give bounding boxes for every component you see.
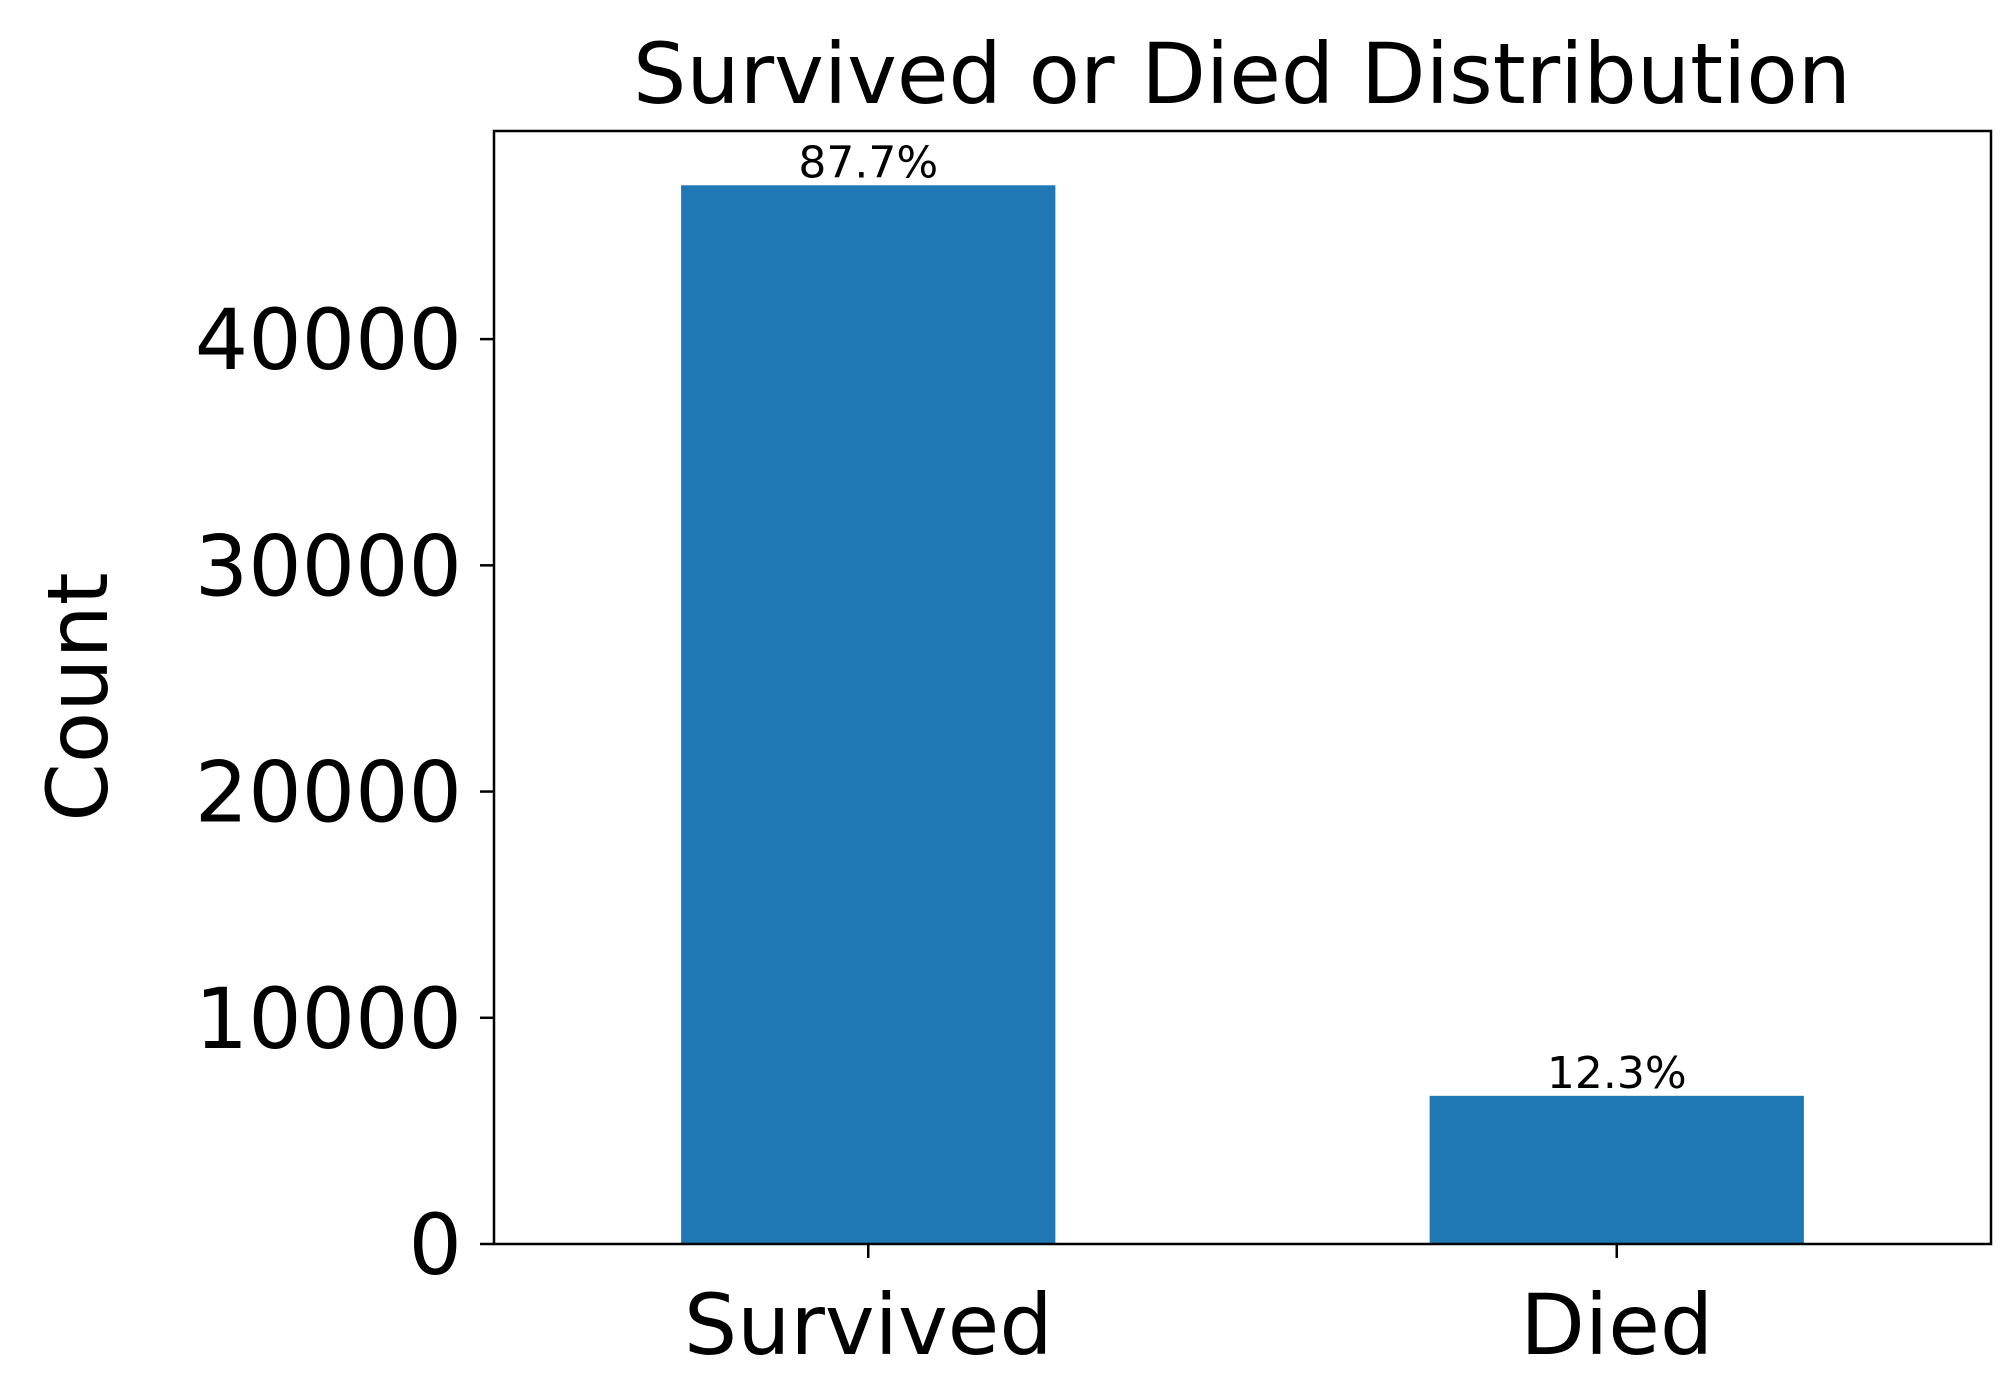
y-axis-label: Count xyxy=(29,572,127,821)
chart-title: Survived or Died Distribution xyxy=(633,25,1851,123)
bars-group: 87.7% 12.3% xyxy=(681,137,1804,1244)
bar-value-label-survived: 87.7% xyxy=(798,137,938,188)
axis-ticks-group: Survived Died 0 10000 20000 30000 40000 xyxy=(195,291,1713,1374)
plot-frame xyxy=(492,129,1993,1246)
bar-died xyxy=(1429,1095,1804,1244)
x-tick-label-died: Died xyxy=(1520,1276,1713,1374)
bar-value-label-died: 12.3% xyxy=(1547,1048,1687,1099)
y-tick-label: 20000 xyxy=(195,744,462,842)
y-tick-label: 10000 xyxy=(195,970,462,1068)
x-tick-label-survived: Survived xyxy=(684,1276,1053,1374)
y-tick-label: 40000 xyxy=(195,291,462,389)
bar-survived xyxy=(681,185,1056,1244)
y-tick-label: 30000 xyxy=(195,517,462,615)
y-tick-label: 0 xyxy=(409,1196,462,1294)
